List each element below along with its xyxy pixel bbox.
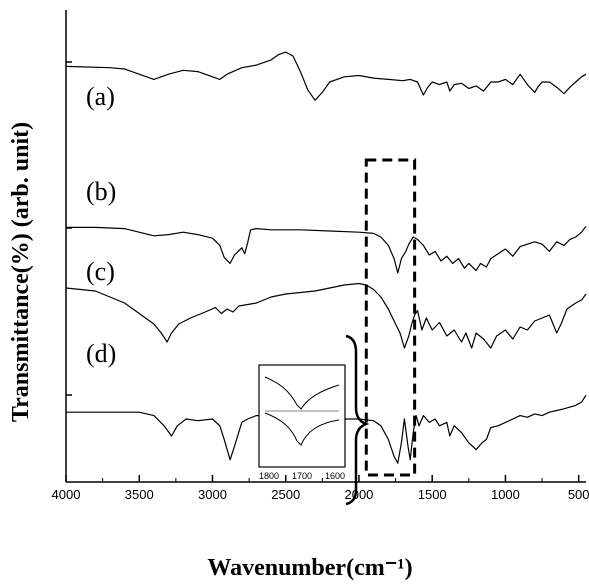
y-axis-title: Transmittance(%) (arb. unit) (8, 122, 34, 422)
highlight-dashed-box (364, 158, 417, 477)
plot-axes: 4000 3500 3000 2500 2000 1500 1000 500 (52, 10, 589, 502)
x-tick-label-500: 500 (568, 487, 589, 502)
x-tick-label-1500: 1500 (418, 487, 447, 502)
x-tick-label-4000: 4000 (52, 487, 81, 502)
inset-tick-label-1800: 1800 (259, 471, 279, 481)
series-label-0: (a) (86, 82, 115, 111)
x-tick-label-1000: 1000 (491, 487, 520, 502)
highlight-box (364, 158, 417, 477)
inset-curve-lower (264, 412, 340, 446)
x-tick-label-2500: 2500 (271, 487, 300, 502)
series-label-3: (d) (86, 339, 116, 368)
series-line-1 (66, 225, 587, 274)
inset-panel: 1800 1700 1600 (258, 334, 370, 506)
inset-curve-upper (264, 376, 340, 410)
inset-tick-label-1600: 1600 (325, 471, 345, 481)
x-axis-title: Wavenumber(cm⁻¹) (207, 555, 412, 581)
x-tick-label-3500: 3500 (125, 487, 154, 502)
series-line-0 (65, 51, 587, 101)
x-tick-label-3000: 3000 (198, 487, 227, 502)
inset-brace (345, 334, 370, 506)
series-line-2 (65, 282, 587, 349)
series-label-1: (b) (86, 177, 116, 206)
series-label-2: (c) (86, 257, 115, 286)
spectra-series (65, 51, 587, 464)
inset-frame (258, 364, 346, 468)
series-labels: (a) (b) (c) (d) (86, 82, 116, 368)
inset-tick-label-1700: 1700 (292, 471, 312, 481)
series-line-3 (66, 394, 587, 464)
x-tick-label-2000: 2000 (344, 487, 373, 502)
